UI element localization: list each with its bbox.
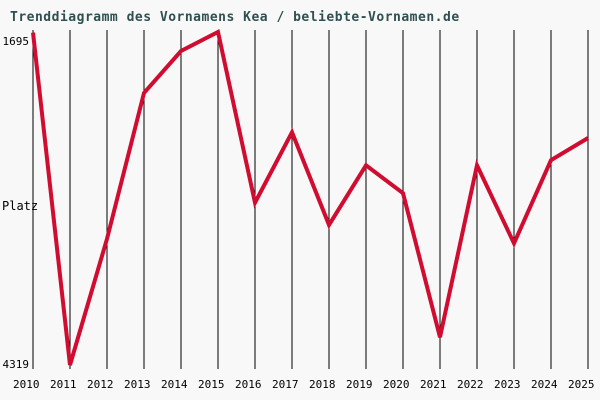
x-axis-tick-label: 2013 <box>124 378 151 391</box>
x-axis-tick-label: 2018 <box>309 378 336 391</box>
trend-line <box>31 29 590 366</box>
x-axis-tick-label: 2014 <box>161 378 188 391</box>
x-axis-labels: 2010 2011 2012 2013 2014 2015 2016 2017 2018 2019… <box>0 379 600 393</box>
x-axis-tick-label: 2024 <box>531 378 558 391</box>
x-axis-tick-label: 2023 <box>494 378 521 391</box>
x-axis-tick-label: 2017 <box>272 378 299 391</box>
x-axis-tick-label: 2015 <box>198 378 225 391</box>
x-axis-tick-label: 2022 <box>457 378 484 391</box>
chart-title: Trenddiagramm des Vornamens Kea / belieb… <box>10 10 460 25</box>
x-axis-tick-label: 2016 <box>235 378 262 391</box>
x-axis-tick-label: 2012 <box>87 378 114 391</box>
y-axis-worst-rank-label: 4319 <box>2 358 30 371</box>
x-axis-tick-label: 2025 <box>568 378 595 391</box>
y-axis-best-rank-label: 1695 <box>2 35 30 48</box>
x-axis-tick-label: 2021 <box>420 378 447 391</box>
x-axis-tick-label: 2020 <box>383 378 410 391</box>
y-axis-title: Platz <box>2 199 39 213</box>
x-axis-tick-label: 2010 <box>13 378 40 391</box>
x-axis-tick-label: 2019 <box>346 378 373 391</box>
x-axis-tick-label: 2011 <box>50 378 77 391</box>
